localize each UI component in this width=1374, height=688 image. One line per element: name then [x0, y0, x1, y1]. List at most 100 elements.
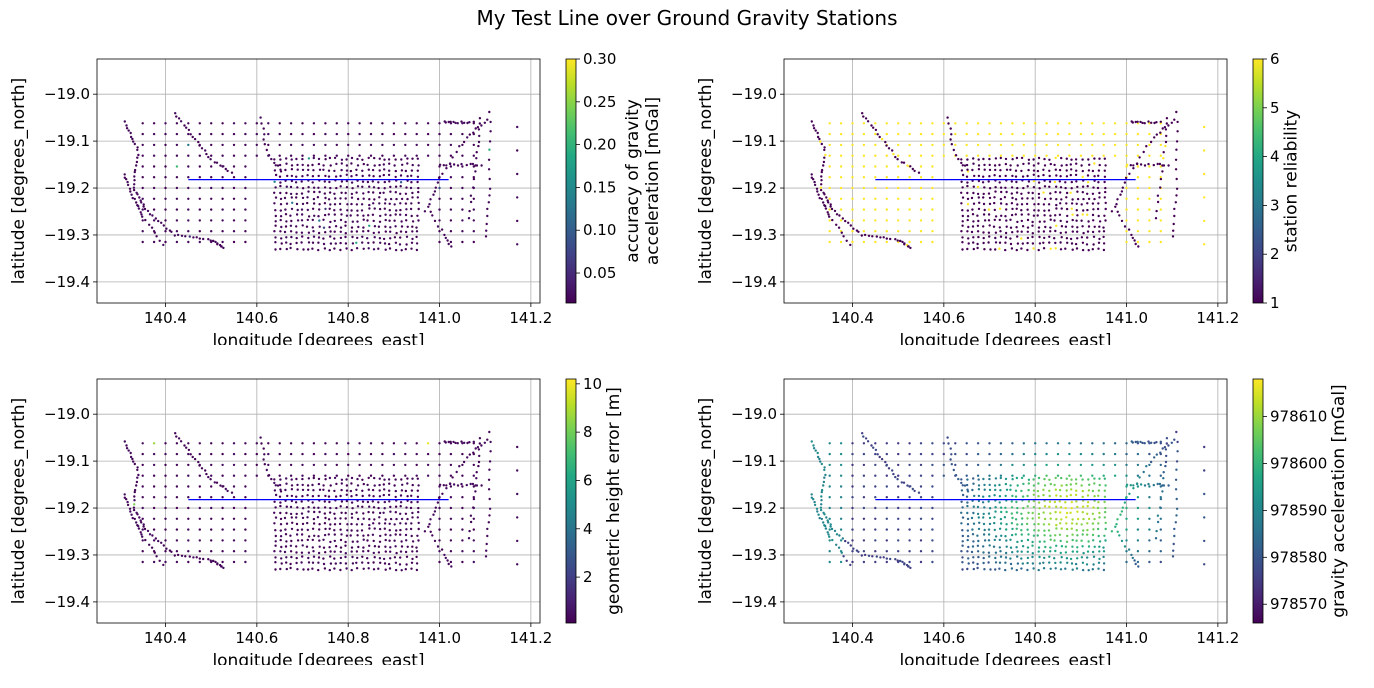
station-point — [394, 175, 397, 179]
station-point — [361, 169, 364, 172]
station-point — [300, 241, 303, 244]
station-point — [829, 525, 832, 528]
station-point — [399, 181, 403, 184]
station-point — [1138, 476, 1141, 479]
station-point — [919, 132, 923, 136]
station-point — [322, 488, 325, 491]
station-point — [340, 478, 344, 481]
station-point — [976, 512, 980, 516]
station-point — [135, 201, 138, 204]
station-point — [300, 208, 304, 211]
station-point — [977, 488, 981, 491]
station-point — [339, 556, 343, 560]
station-point — [187, 128, 191, 132]
station-point — [286, 174, 289, 178]
station-point — [136, 513, 139, 516]
station-point — [960, 158, 963, 161]
station-point — [360, 209, 364, 212]
station-point — [982, 516, 985, 519]
station-point — [1037, 546, 1041, 549]
station-point — [125, 178, 128, 181]
station-point — [1032, 499, 1036, 503]
station-point — [1081, 158, 1084, 161]
station-point — [1098, 157, 1101, 160]
station-point — [388, 247, 392, 250]
station-point — [874, 132, 877, 136]
station-point — [829, 523, 832, 526]
station-point — [1020, 213, 1023, 216]
station-point — [1125, 517, 1128, 520]
station-point — [1020, 529, 1023, 532]
station-point — [382, 493, 385, 497]
station-point — [1162, 471, 1165, 474]
station-point — [1103, 516, 1106, 519]
station-point — [1016, 186, 1019, 190]
station-point — [1079, 143, 1083, 147]
station-point — [486, 527, 489, 531]
station-point — [262, 447, 265, 450]
station-point — [478, 442, 481, 445]
station-point — [903, 563, 906, 566]
station-point — [1148, 539, 1151, 542]
station-point — [322, 546, 326, 549]
station-point — [1004, 231, 1008, 235]
station-point — [965, 442, 968, 445]
station-point — [318, 539, 321, 542]
station-point — [1071, 545, 1074, 548]
station-point — [1086, 236, 1089, 239]
station-point — [312, 476, 315, 480]
station-point — [428, 203, 431, 206]
station-point — [204, 149, 207, 152]
station-point — [329, 555, 332, 558]
station-point — [819, 506, 823, 509]
station-point — [897, 539, 900, 542]
station-point — [894, 558, 897, 561]
station-point — [897, 197, 900, 200]
station-point — [862, 230, 866, 233]
station-point — [1092, 186, 1095, 189]
station-point — [371, 500, 374, 503]
station-point — [355, 241, 358, 244]
station-point — [908, 550, 911, 553]
station-point — [841, 537, 844, 540]
station-point — [489, 120, 492, 124]
station-point — [368, 224, 371, 227]
station-point — [965, 452, 968, 456]
station-point — [1042, 191, 1045, 194]
station-point — [1032, 164, 1036, 167]
station-point — [378, 489, 381, 492]
station-point — [460, 162, 463, 166]
station-point — [373, 236, 376, 239]
station-point — [1091, 132, 1094, 136]
station-point — [1092, 219, 1095, 222]
station-point — [307, 236, 310, 240]
station-point — [273, 202, 276, 205]
station-point — [1125, 132, 1128, 136]
station-point — [404, 550, 408, 554]
station-point — [1148, 197, 1151, 200]
station-point — [197, 140, 200, 144]
station-point — [1136, 154, 1140, 157]
station-point — [244, 143, 247, 147]
station-point — [317, 157, 321, 161]
station-point — [1130, 233, 1133, 237]
station-point — [285, 482, 288, 485]
station-point — [404, 132, 407, 136]
station-point — [355, 523, 359, 526]
station-point — [1116, 210, 1119, 213]
station-point — [1082, 231, 1085, 235]
station-point — [372, 186, 376, 189]
station-point — [1092, 243, 1095, 246]
station-point — [1128, 172, 1131, 175]
station-point — [274, 236, 277, 239]
station-point — [410, 489, 414, 492]
station-point — [260, 442, 263, 445]
station-point — [1143, 122, 1146, 125]
station-point — [289, 132, 293, 136]
station-point — [311, 175, 315, 178]
station-point — [312, 489, 315, 492]
station-point — [279, 550, 282, 553]
station-point — [296, 208, 299, 212]
station-point — [885, 186, 888, 190]
station-point — [1010, 533, 1014, 537]
